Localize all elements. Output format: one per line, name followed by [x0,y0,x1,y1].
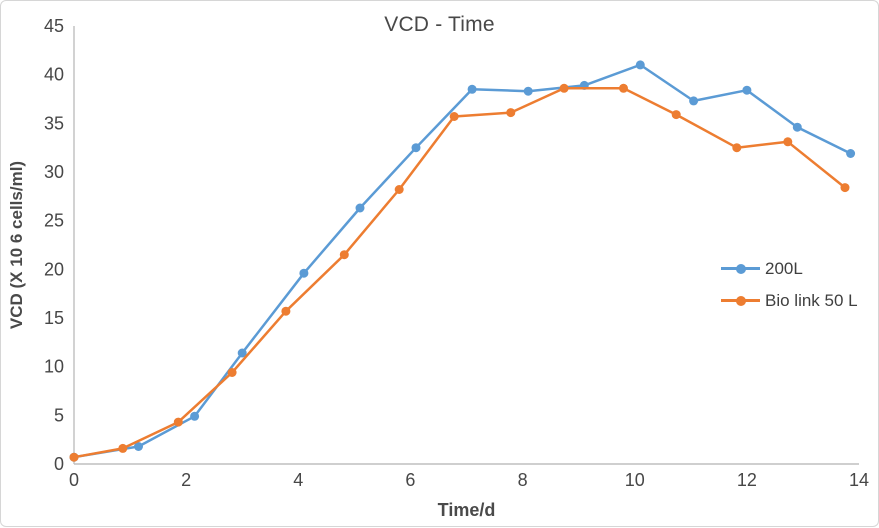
y-tick-label: 5 [54,405,64,425]
y-tick-label: 30 [44,162,64,182]
legend-label-bio-link-50l: Bio link 50 L [765,290,858,310]
x-tick-label: 12 [737,470,757,490]
x-tick-label: 8 [518,470,528,490]
y-tick-label: 20 [44,259,64,279]
series-0-marker [635,60,645,70]
series-1-marker [449,112,459,121]
series-1-marker [281,306,291,316]
series-1-marker [118,443,128,453]
series-1-marker [619,83,628,93]
series-0-marker [411,143,421,153]
series-0-marker [523,86,533,96]
x-tick-label: 6 [405,470,415,490]
series-0-marker [237,348,247,358]
y-tick-label: 40 [44,65,64,85]
series-1-marker [783,137,793,147]
chart-title: VCD - Time [384,13,495,36]
y-tick-label: 0 [54,454,64,474]
y-tick-label: 10 [44,357,64,377]
series-1-marker [506,108,516,118]
series-1-marker [671,110,681,120]
series-1-marker [339,250,349,260]
legend-item-200l: 200L [721,258,858,278]
series-0-marker [467,84,477,94]
series-0-marker [355,203,365,213]
legend-item-bio-link-50l: Bio link 50 L [721,290,858,310]
x-tick-label: 10 [625,470,645,490]
series-1-marker [227,368,237,377]
series-1-marker [69,452,79,462]
x-tick-label: 2 [181,470,191,490]
series-1-marker [394,185,404,194]
series-0-marker [846,149,856,158]
series-0-marker [134,442,143,451]
y-tick-label: 45 [44,16,64,36]
series-1-marker [840,183,850,193]
legend-line-marker-icon [721,292,760,309]
series-1-marker [559,83,569,93]
series-0-marker [792,122,802,132]
legend-line-marker-icon [721,260,760,277]
legend: 200L Bio link 50 L [721,258,858,310]
series-0-marker [299,268,309,278]
series-0-marker [742,85,752,95]
x-axis-title: Time/d [437,500,496,520]
legend-label-200l: 200L [765,258,803,278]
x-tick-label: 0 [69,470,79,490]
series-1-marker [732,143,742,153]
x-tick-label: 4 [293,470,303,490]
x-tick-label: 14 [849,470,869,490]
series-0-marker [689,96,699,106]
series-1-marker [173,417,183,427]
y-tick-label: 15 [44,308,64,328]
y-tick-label: 35 [44,113,64,133]
y-tick-label: 25 [44,211,64,231]
series-0-marker [190,411,200,421]
